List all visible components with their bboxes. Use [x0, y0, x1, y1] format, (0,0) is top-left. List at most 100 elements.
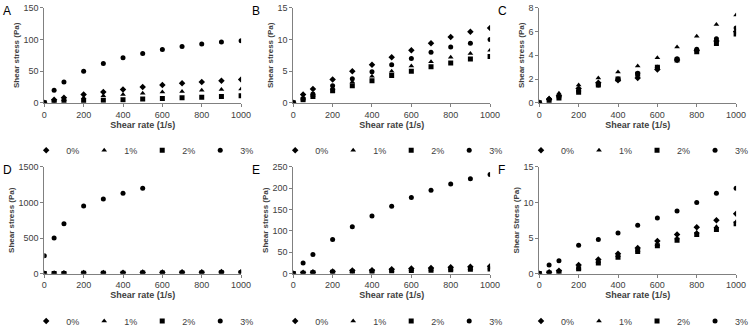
- svg-text:1000: 1000: [231, 110, 251, 120]
- svg-text:0%: 0%: [66, 146, 79, 156]
- svg-text:0: 0: [528, 98, 533, 108]
- svg-text:50: 50: [277, 247, 287, 257]
- svg-text:200: 200: [325, 280, 340, 290]
- svg-text:Shear stress (Pa): Shear stress (Pa): [261, 187, 270, 253]
- svg-text:1%: 1%: [124, 146, 137, 156]
- svg-text:500: 500: [23, 233, 38, 243]
- svg-text:B: B: [252, 4, 260, 18]
- svg-text:800: 800: [689, 110, 704, 120]
- svg-text:6: 6: [528, 27, 533, 37]
- svg-text:0: 0: [528, 269, 533, 279]
- svg-text:15: 15: [277, 3, 287, 13]
- svg-text:600: 600: [404, 280, 419, 290]
- svg-text:100: 100: [23, 35, 38, 45]
- svg-text:200: 200: [76, 110, 91, 120]
- svg-text:0: 0: [42, 110, 47, 120]
- svg-text:Shear stress (Pa): Shear stress (Pa): [7, 187, 16, 253]
- svg-text:0: 0: [282, 98, 287, 108]
- svg-text:3%: 3%: [489, 146, 502, 156]
- svg-text:0: 0: [291, 110, 296, 120]
- svg-text:400: 400: [115, 110, 130, 120]
- svg-text:1%: 1%: [373, 317, 386, 327]
- svg-text:0: 0: [42, 280, 47, 290]
- svg-text:0: 0: [33, 269, 38, 279]
- svg-text:200: 200: [571, 280, 586, 290]
- svg-text:Shear rate (1/s): Shear rate (1/s): [605, 120, 670, 130]
- svg-text:5: 5: [528, 233, 533, 243]
- svg-text:C: C: [498, 4, 507, 18]
- svg-text:1000: 1000: [231, 280, 251, 290]
- svg-text:150: 150: [272, 205, 287, 215]
- svg-text:Shear rate (1/s): Shear rate (1/s): [110, 290, 175, 300]
- svg-text:800: 800: [443, 280, 458, 290]
- svg-text:1%: 1%: [619, 146, 632, 156]
- svg-text:3%: 3%: [735, 146, 748, 156]
- svg-text:Shear rate (1/s): Shear rate (1/s): [110, 120, 175, 130]
- svg-text:0: 0: [33, 98, 38, 108]
- svg-text:Shear Stress (Pa): Shear Stress (Pa): [512, 187, 521, 254]
- svg-text:0%: 0%: [315, 317, 328, 327]
- svg-text:0: 0: [537, 280, 542, 290]
- svg-text:2%: 2%: [677, 146, 690, 156]
- svg-text:250: 250: [272, 162, 287, 172]
- svg-text:200: 200: [571, 110, 586, 120]
- svg-text:4: 4: [528, 50, 533, 60]
- svg-text:50: 50: [28, 66, 38, 76]
- svg-text:2: 2: [528, 74, 533, 84]
- svg-text:2%: 2%: [182, 146, 195, 156]
- svg-text:10: 10: [277, 35, 287, 45]
- svg-text:D: D: [3, 163, 12, 177]
- svg-text:1000: 1000: [726, 110, 746, 120]
- svg-text:400: 400: [364, 280, 379, 290]
- svg-text:1%: 1%: [619, 317, 632, 327]
- svg-text:1500: 1500: [18, 162, 38, 172]
- svg-text:600: 600: [650, 280, 665, 290]
- svg-text:0: 0: [282, 269, 287, 279]
- svg-text:800: 800: [443, 110, 458, 120]
- svg-text:5: 5: [282, 66, 287, 76]
- svg-text:F: F: [498, 163, 505, 177]
- svg-text:2%: 2%: [431, 146, 444, 156]
- svg-text:0: 0: [291, 280, 296, 290]
- svg-text:2%: 2%: [431, 317, 444, 327]
- svg-text:0: 0: [537, 110, 542, 120]
- svg-text:1000: 1000: [480, 280, 500, 290]
- svg-text:3%: 3%: [240, 146, 253, 156]
- svg-text:Shear rate (1/s): Shear rate (1/s): [359, 290, 424, 300]
- svg-text:3%: 3%: [489, 317, 502, 327]
- svg-text:0%: 0%: [315, 146, 328, 156]
- svg-text:400: 400: [115, 280, 130, 290]
- svg-text:10: 10: [523, 198, 533, 208]
- svg-text:600: 600: [650, 110, 665, 120]
- svg-text:Shear stress (Pa): Shear stress (Pa): [12, 22, 21, 88]
- svg-text:600: 600: [404, 110, 419, 120]
- svg-text:Shear stress (Pa): Shear stress (Pa): [266, 22, 275, 88]
- svg-text:800: 800: [194, 110, 209, 120]
- svg-text:150: 150: [23, 3, 38, 13]
- svg-text:1000: 1000: [726, 280, 746, 290]
- svg-text:1000: 1000: [18, 198, 38, 208]
- svg-text:A: A: [3, 4, 11, 18]
- svg-text:0%: 0%: [561, 146, 574, 156]
- svg-text:600: 600: [155, 280, 170, 290]
- svg-text:0%: 0%: [66, 317, 79, 327]
- svg-text:3%: 3%: [735, 317, 748, 327]
- svg-text:200: 200: [272, 183, 287, 193]
- svg-text:8: 8: [528, 3, 533, 13]
- svg-text:Shear rate (1/s): Shear rate (1/s): [359, 120, 424, 130]
- svg-text:200: 200: [76, 280, 91, 290]
- svg-text:1%: 1%: [373, 146, 386, 156]
- svg-text:15: 15: [523, 162, 533, 172]
- svg-text:800: 800: [689, 280, 704, 290]
- svg-text:400: 400: [610, 110, 625, 120]
- svg-text:3%: 3%: [240, 317, 253, 327]
- svg-text:2%: 2%: [182, 317, 195, 327]
- svg-text:Shear rate (1/s): Shear rate (1/s): [605, 290, 670, 300]
- svg-text:Shear stress (Pa): Shear stress (Pa): [517, 22, 526, 88]
- svg-text:1000: 1000: [480, 110, 500, 120]
- svg-text:2%: 2%: [677, 317, 690, 327]
- svg-text:1%: 1%: [124, 317, 137, 327]
- svg-text:800: 800: [194, 280, 209, 290]
- svg-text:600: 600: [155, 110, 170, 120]
- svg-text:400: 400: [364, 110, 379, 120]
